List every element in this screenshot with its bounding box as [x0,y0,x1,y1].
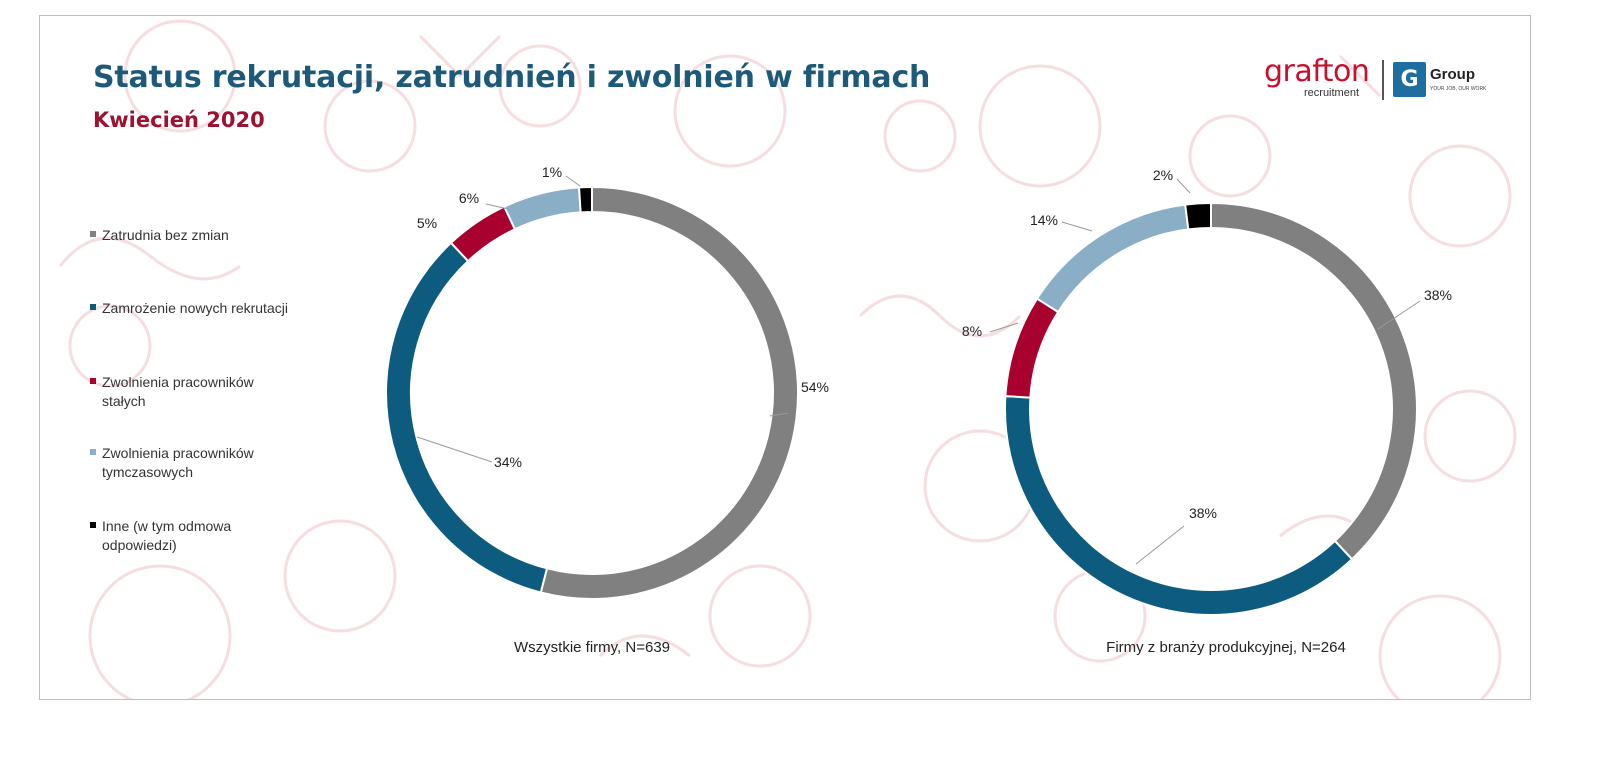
data-label-leader-line [565,175,581,187]
slide: Status rekrutacji, zatrudnień i zwolnień… [39,15,1531,700]
data-label: 8% [962,323,982,339]
data-label: 38% [1424,287,1452,303]
donut-chart: 54% 34% 5% 6% 1% Wszystkie firmy, N=639 [385,164,829,656]
data-label-leader-line [416,436,493,463]
page-title: Status rekrutacji, zatrudnień i zwolnień… [93,60,931,95]
data-label: 6% [459,190,479,206]
donut-chart: 38% 38% 8% 14% 2% Firmy z branży produkcyjnej… [962,167,1452,656]
donut-slice [1004,395,1354,616]
donut-slice [1035,203,1190,314]
data-label-leader-line [1135,525,1185,565]
logo-group-text: Group [1430,66,1475,83]
donut-slice [1210,201,1418,561]
logo-divider [1382,60,1384,100]
data-label-leader-line [1061,221,1093,232]
legend-swatch [90,378,96,384]
legend-swatch [90,522,96,528]
logo-tagline: YOUR JOB, OUR WORK [1430,86,1487,92]
data-label: 1% [542,164,562,180]
grafton-logo: grafton recruitment G Group YOUR JOB, OU… [1252,54,1512,106]
chart-caption: Firmy z branży produkcyjnej, N=264 [1106,639,1346,656]
legend-label: Zwolnienia pracowników stałych [102,374,254,409]
chart-caption: Wszystkie firmy, N=639 [514,639,670,656]
data-label: 5% [417,215,437,231]
data-label-leader-line [485,203,509,210]
donut-slice [578,185,593,214]
logo-wordmark: grafton [1264,54,1370,89]
donut-slice [385,241,549,594]
legend-label: Inne (w tym odmowa odpowiedzi) [102,518,232,553]
gi-group-logo-icon: G [1393,62,1426,97]
page-subtitle: Kwiecień 2020 [93,108,265,132]
donut-slice [449,205,517,263]
data-label-leader-line [1176,178,1191,194]
data-label: 14% [1030,212,1058,228]
data-label-leader-line [989,322,1019,333]
legend-swatch [90,449,96,455]
data-label-leader-line [769,412,789,417]
legend-label: Zatrudnia bez zmian [102,227,229,243]
data-label: 2% [1153,167,1173,183]
data-label: 34% [494,454,522,470]
donut-charts: 54%34%5%6%1%Wszystkie firmy, N=63938%38%… [385,164,1452,656]
legend-label: Zamrożenie nowych rekrutacji [102,300,288,316]
data-label-leader-line [1377,300,1421,330]
legend-swatch [90,304,96,310]
data-label: 38% [1189,505,1217,521]
donut-slice [1184,201,1212,231]
data-label: 54% [801,379,829,395]
donut-slice [502,186,582,231]
legend-label: Zwolnienia pracowników tymczasowych [102,445,254,480]
logo-subtext: recruitment [1304,87,1360,99]
donut-slice [539,185,799,600]
donut-slice [1004,297,1060,399]
legend-swatch [90,231,96,237]
